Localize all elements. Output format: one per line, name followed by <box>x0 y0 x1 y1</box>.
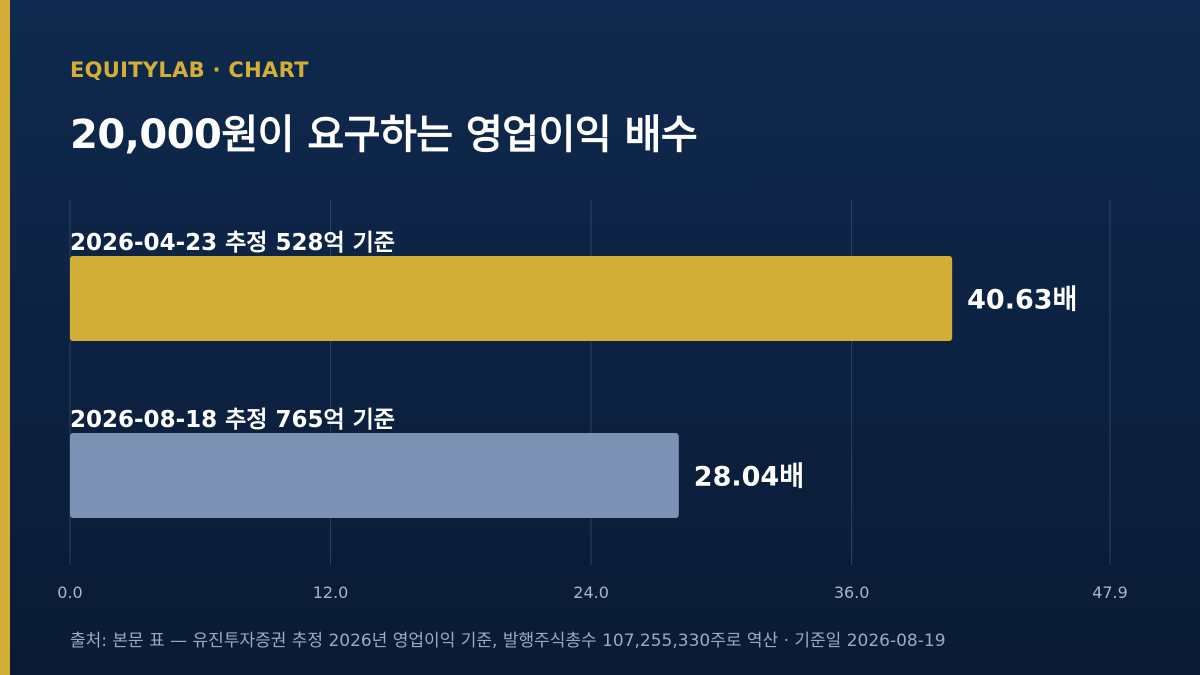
bars-layer: 2026-04-23 추정 528억 기준 40.63배 2026-08-18 추정… <box>70 230 1077 518</box>
accent-bar <box>0 0 10 675</box>
x-tick-label: 0.0 <box>57 583 82 602</box>
x-tick-label: 12.0 <box>313 583 349 602</box>
x-tick-label: 36.0 <box>834 583 870 602</box>
chart-title: 20,000원이 요구하는 영업이익 배수 <box>70 112 698 158</box>
x-tick-label: 24.0 <box>573 583 609 602</box>
bar-category-label: 2026-04-23 추정 528억 기준 <box>70 230 395 256</box>
bar <box>70 433 679 518</box>
brand-label: EQUITYLAB · CHART <box>70 58 309 82</box>
x-tick-label: 47.9 <box>1092 583 1128 602</box>
source-note: 출처: 본문 표 — 유진투자증권 추정 2026년 영업이익 기준, 발행주식… <box>70 631 946 651</box>
bar-value-label: 40.63배 <box>967 285 1077 316</box>
bar-category-label: 2026-08-18 추정 765억 기준 <box>70 407 395 433</box>
bar-value-label: 28.04배 <box>694 462 804 493</box>
x-axis-ticks: 0.0 12.0 24.0 36.0 47.9 <box>57 583 1128 602</box>
bar <box>70 256 953 341</box>
